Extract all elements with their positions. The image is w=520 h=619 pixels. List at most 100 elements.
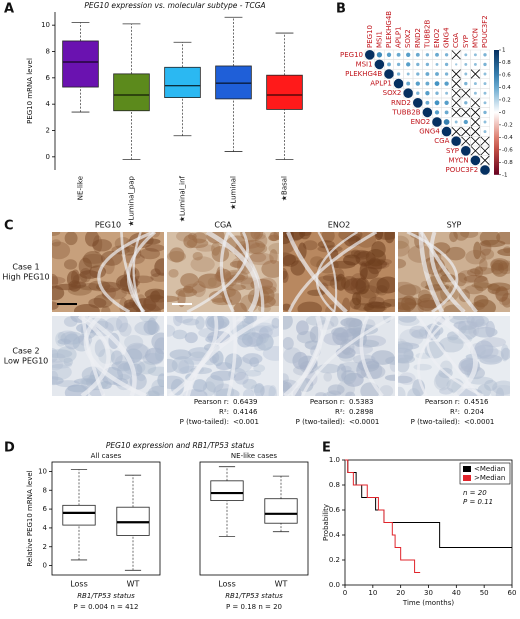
cell-blob <box>251 325 273 339</box>
cell-blob <box>63 316 78 327</box>
cell-blob <box>52 348 59 363</box>
cell-blob <box>192 232 207 244</box>
corr-circle <box>415 81 420 86</box>
micrograph <box>167 316 279 396</box>
y-tick-label: 10 <box>41 21 50 29</box>
cell-blob <box>125 344 151 360</box>
cell-blob <box>268 234 279 242</box>
stroma <box>417 316 454 396</box>
cell-blob <box>110 350 123 365</box>
cell-blob <box>495 286 509 302</box>
y-tick-label: 0 <box>43 562 47 570</box>
row-label: APLP1 <box>370 80 392 88</box>
column-header: ENO2 <box>328 221 350 230</box>
cell-blob <box>167 358 178 373</box>
cell-blob <box>211 242 221 256</box>
cell-blob <box>379 385 394 396</box>
cell-blob <box>184 332 198 344</box>
corr-circle <box>387 62 391 67</box>
cell-blob <box>342 250 368 259</box>
cell-blob <box>52 353 66 363</box>
x-tick-label: WT <box>275 580 288 589</box>
cell-blob <box>124 334 144 350</box>
corr-circle <box>483 53 487 57</box>
corr-circle <box>406 52 411 57</box>
x-tick-label: 30 <box>424 589 433 597</box>
corr-circle <box>454 120 458 124</box>
cell-blob <box>497 260 510 275</box>
cell-blob <box>249 252 267 263</box>
cell-blob <box>398 281 417 300</box>
corr-circle <box>425 81 430 86</box>
y-tick-label: 2 <box>46 127 50 135</box>
corr-circle <box>406 81 411 86</box>
row-label: SYP <box>446 147 459 155</box>
x-axis-label: RB1/TP53 status <box>77 592 135 600</box>
cell-blob <box>144 347 164 364</box>
cell-blob <box>242 388 255 396</box>
stat-value: 0.2898 <box>349 408 374 416</box>
cross <box>461 107 471 118</box>
colorbar-label: -0.8 <box>502 160 513 166</box>
stroma <box>186 232 249 312</box>
footnote: P = 0.004 n = 412 <box>74 603 139 611</box>
cell-blob <box>167 324 176 337</box>
cell-blob <box>225 284 246 291</box>
column-label: SOX2 <box>404 29 412 48</box>
cell-blob <box>340 275 358 291</box>
corr-circle <box>483 110 487 115</box>
stat-value: <0.0001 <box>349 418 379 426</box>
stroma <box>419 232 478 312</box>
stroma <box>82 316 137 396</box>
cell-blob <box>234 371 249 385</box>
cell-blob <box>341 370 357 385</box>
cross <box>451 126 461 137</box>
cell-blob <box>157 373 164 388</box>
corr-circle <box>473 53 477 57</box>
cross <box>480 146 490 156</box>
x-tick-label: 0 <box>343 589 347 597</box>
stat-label: P (two-tailed): <box>411 418 460 426</box>
corr-circle <box>455 63 458 66</box>
colorbar-label: -1 <box>502 172 507 178</box>
cell-blob <box>460 365 482 372</box>
y-tick-label: 6 <box>43 505 48 513</box>
cell-blob <box>323 372 333 382</box>
cell-blob <box>466 268 481 277</box>
cell-blob <box>84 232 100 247</box>
stroma <box>287 232 378 312</box>
corr-circle <box>425 53 430 57</box>
micrograph <box>52 232 164 312</box>
x-tick-label: 20 <box>396 589 405 597</box>
cell-blob <box>335 273 346 291</box>
row-label: High PEG10 <box>2 273 49 282</box>
box <box>62 40 99 88</box>
cell-blob <box>461 324 477 334</box>
corr-circle <box>441 126 452 137</box>
cell-blob <box>142 352 164 366</box>
stat-label: P (two-tailed): <box>180 418 229 426</box>
stroma <box>185 316 246 396</box>
stat-value: 0.6439 <box>233 398 258 406</box>
texture <box>283 316 395 396</box>
cell-blob <box>479 239 506 248</box>
cell-blob <box>258 285 277 295</box>
cell-blob <box>448 316 467 324</box>
cell-blob <box>195 316 205 330</box>
plot-frame <box>199 461 309 576</box>
column-label: ENO2 <box>433 28 441 48</box>
panel-label: B <box>336 2 346 17</box>
corr-circle <box>461 146 471 156</box>
column-header: CGA <box>214 221 232 230</box>
cell-blob <box>94 339 106 358</box>
corr-circle <box>416 62 420 67</box>
stroma <box>406 232 459 312</box>
cross <box>451 88 461 98</box>
corr-circle <box>432 117 442 127</box>
cell-blob <box>168 268 179 278</box>
cell-blob <box>503 246 510 254</box>
cell-blob <box>250 384 264 393</box>
cell-blob <box>398 341 414 353</box>
cell-blob <box>491 287 510 296</box>
